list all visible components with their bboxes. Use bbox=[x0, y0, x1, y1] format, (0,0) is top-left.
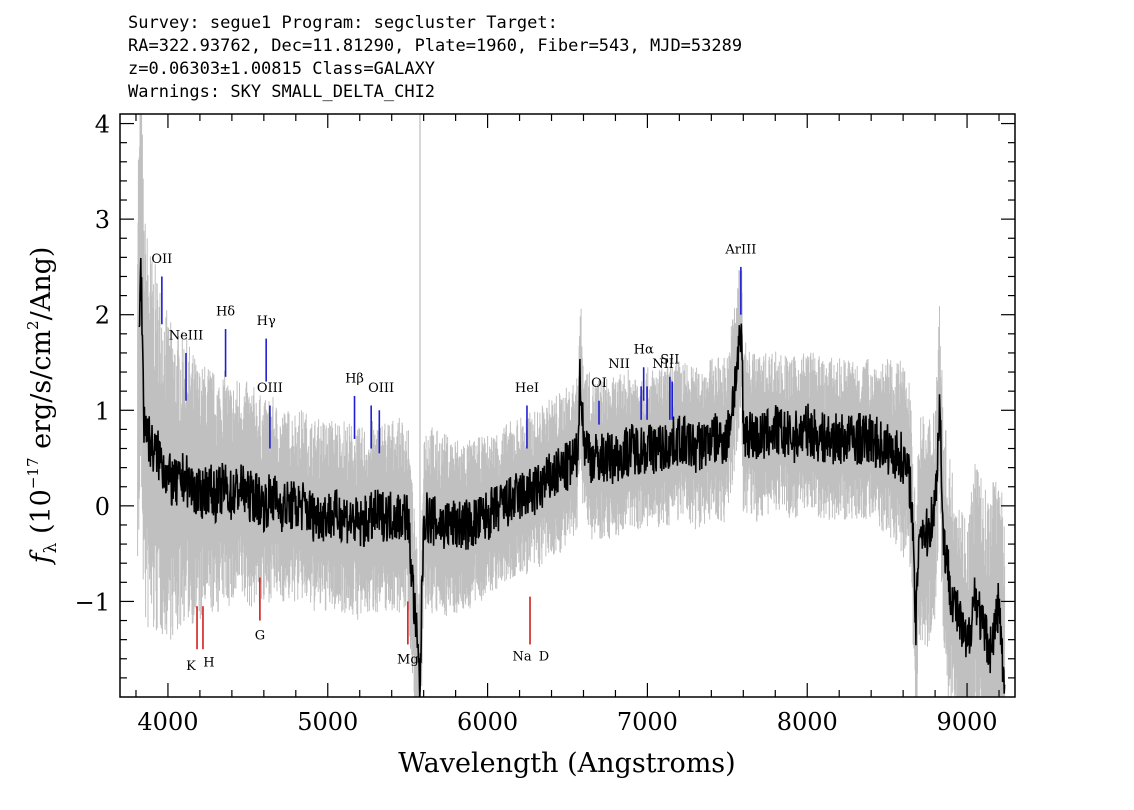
emission-line-label: OIII bbox=[257, 381, 283, 396]
error-band bbox=[137, 114, 1006, 697]
axes: 4000 5000 6000 7000 8000 9000 −1 0 1 2 3 4 bbox=[75, 111, 1016, 736]
emission-line-label: HeI bbox=[515, 381, 539, 396]
x-tick-label: 7000 bbox=[617, 708, 678, 736]
emission-line-label: OII bbox=[151, 252, 172, 267]
flux-trace bbox=[138, 257, 1006, 697]
emission-line-label: NeIII bbox=[169, 328, 203, 343]
emission-line-label: ArIII bbox=[724, 242, 756, 257]
spectrum-header: Survey: segue1 Program: segcluster Targe… bbox=[128, 12, 742, 104]
x-tick-label: 8000 bbox=[777, 708, 838, 736]
plot-frame bbox=[119, 113, 1016, 698]
x-axis-title: Wavelength (Angstroms) bbox=[398, 748, 735, 779]
absorption-line-label: Na bbox=[512, 650, 531, 665]
absorption-line-label: G bbox=[255, 629, 265, 644]
y-tick-label: 0 bbox=[95, 493, 110, 521]
absorption-line-label: H bbox=[203, 655, 214, 670]
header-line-coordinates: RA=322.93762, Dec=11.81290, Plate=1960, … bbox=[128, 36, 743, 56]
error-trace bbox=[137, 114, 1006, 697]
header-line-warnings: Warnings: SKY SMALL_DELTA_CHI2 bbox=[128, 82, 436, 102]
absorption-line-label: K bbox=[186, 659, 196, 674]
y-tick-label: 1 bbox=[95, 397, 110, 425]
emission-line-label: OI bbox=[591, 376, 607, 391]
x-tick-label: 9000 bbox=[937, 708, 998, 736]
x-tick-label: 5000 bbox=[297, 708, 358, 736]
y-tick-label: 3 bbox=[95, 206, 110, 234]
emission-line-label: NII bbox=[652, 357, 674, 372]
y-tick-label: 2 bbox=[95, 302, 110, 330]
emission-line-label: Hα bbox=[634, 343, 654, 358]
header-line-redshift: z=0.06303±1.00815 Class=GALAXY bbox=[128, 59, 436, 79]
absorption-line-label: Mg bbox=[397, 653, 419, 668]
emission-line-label: Hδ bbox=[216, 304, 235, 319]
y-tick-label: 4 bbox=[95, 111, 110, 139]
absorption-line-label: D bbox=[539, 650, 549, 665]
y-tick-label: −1 bbox=[75, 588, 110, 616]
emission-line-label: OIII bbox=[368, 381, 394, 396]
emission-line-label: SII bbox=[660, 352, 679, 367]
header-line-survey: Survey: segue1 Program: segcluster Targe… bbox=[128, 13, 558, 33]
x-tick-label: 4000 bbox=[137, 708, 198, 736]
emission-line-label: Hγ bbox=[257, 314, 276, 329]
emission-line-label: NII bbox=[608, 357, 630, 372]
x-tick-label: 6000 bbox=[457, 708, 518, 736]
flux-series bbox=[138, 257, 1006, 697]
emission-line-label: Hβ bbox=[345, 371, 364, 386]
y-axis-title: fλ (10−17 erg/s/cm2/Ang) bbox=[24, 247, 61, 566]
